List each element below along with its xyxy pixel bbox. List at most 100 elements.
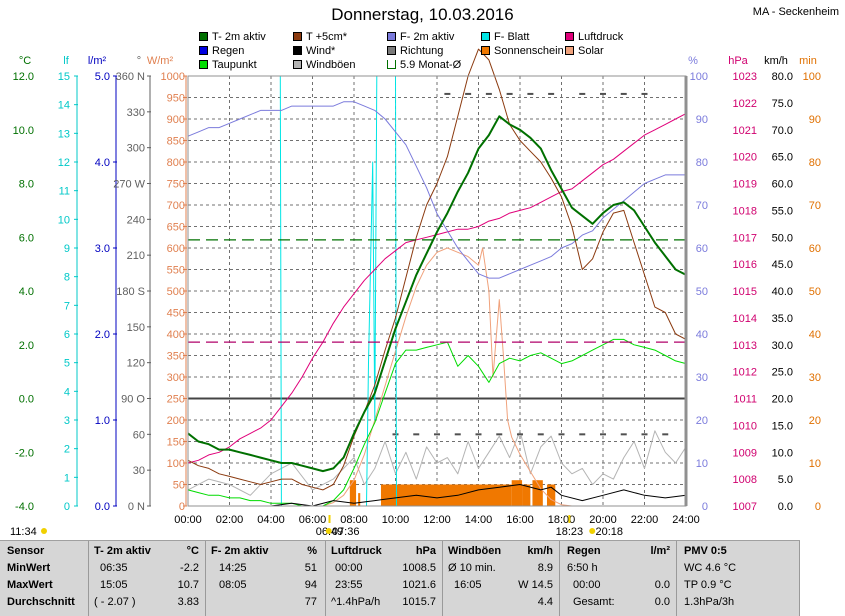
axis-tick-label: 50 (696, 286, 708, 298)
x-tick-label: 12:00 (423, 514, 451, 526)
axis-tick-label: 5.0 (95, 71, 110, 83)
axis-tick-label: 350 (167, 351, 185, 363)
axis-tick-label: 210 (127, 250, 145, 262)
axis-tick-label: 0 (815, 501, 821, 513)
stats-row-label: MaxWert (7, 579, 53, 591)
axis-tick-label: 650 (167, 222, 185, 234)
wind-direction-mark (579, 433, 586, 436)
legend-item: F- 2m aktiv (387, 31, 454, 44)
wind-direction-mark (600, 92, 606, 95)
axis-tick-label: 90 O (121, 394, 145, 406)
wind-direction-mark (392, 433, 399, 436)
axis-tick-label: 5.0 (778, 474, 793, 486)
axis-tick-label: 500 (167, 286, 185, 298)
axis-tick-label: 100 (690, 71, 708, 83)
axis-tick-label: 25.0 (772, 367, 793, 379)
axis-tick-label: 0.0 (778, 501, 793, 513)
sunshine-bar (358, 493, 361, 506)
axis-tick-label: 0 (179, 501, 185, 513)
stats-rain-col: Regen l/m² 6:50 h 00:00 0.0 Gesamt: 0.0 (559, 541, 677, 616)
axis-tick-label: 1010 (733, 420, 757, 432)
stats-cell: WC 4.6 °C (684, 562, 737, 574)
axis-tick-label: 1021 (733, 125, 757, 137)
axis-tick-label: 450 (167, 308, 185, 320)
stats-cell: 08:05 (219, 579, 247, 591)
axis-tick-label: 80 (809, 157, 821, 169)
axis-tick-label: 700 (167, 200, 185, 212)
axis-tick-label: 70.0 (772, 125, 793, 137)
legend-swatch (565, 46, 574, 55)
axis-tick-label: 6 (64, 329, 70, 341)
x-tick-label: 24:00 (672, 514, 700, 526)
axis-tick-label: 15 (58, 71, 70, 83)
wind-direction-mark (641, 433, 648, 436)
axis-tick-label: 120 (127, 358, 145, 370)
wind-direction-mark (641, 92, 648, 95)
axis-tick-label: 400 (167, 329, 185, 341)
wind-direction-mark (537, 433, 544, 436)
axis-tick-label: 12 (58, 157, 70, 169)
stats-cell: 15:05 (100, 579, 128, 591)
legend-label: 5.9 Monat-Ø (400, 59, 462, 71)
stats-unit-pressure: hPa (415, 545, 436, 557)
stats-cell: 0.0 (654, 579, 670, 591)
axis-tick-label: 750 (167, 179, 185, 191)
axis-tick-label: 30 (809, 372, 821, 384)
axis-tick-label: 75.0 (772, 98, 793, 110)
axis-tick-label: 40 (696, 329, 708, 341)
stats-cell: 94 (304, 579, 317, 591)
axis-tick-label: 20 (696, 415, 708, 427)
legend-label: Richtung (400, 45, 444, 57)
axis-tick-label: 13 (58, 128, 70, 140)
legend-label: Sonnenschein (494, 45, 564, 57)
axis-tick-label: 0 N (128, 501, 145, 513)
axis-tick-label: 1012 (733, 367, 757, 379)
stats-gust-col: Windböen km/h Ø 10 min. 8.9 16:05 W 14.5 4.… (442, 541, 560, 616)
axis-tick-label: 250 (167, 394, 185, 406)
chart-legend: T- 2m aktiv T +5cm* F- 2m aktiv F- Blatt Luf… (199, 31, 649, 75)
axis-tick-label: 60 (809, 243, 821, 255)
legend-swatch (387, 60, 396, 69)
axis-tick-label: 950 (167, 93, 185, 105)
axis-tick-label: 50 (809, 286, 821, 298)
x-tick-label: 16:00 (506, 514, 534, 526)
series-line (188, 247, 686, 507)
sunshine-bar (546, 484, 556, 506)
stats-cell: 14:25 (219, 562, 247, 574)
axis-unit-label: hPa (728, 55, 748, 67)
axis-tick-label: 800 (167, 157, 185, 169)
axis-tick-label: 330 (127, 107, 145, 119)
stats-pmv-col: PMV 0:5 WC 4.6 °C TP 0.9 °C 1.3hPa/3h (676, 541, 800, 616)
axis-tick-label: 50 (173, 480, 185, 492)
axis-tick-label: 0 (64, 501, 70, 513)
axis-tick-label: 100 (803, 71, 821, 83)
wind-direction-mark (620, 92, 627, 95)
axis-tick-label: 600 (167, 243, 185, 255)
page-title: Donnerstag, 10.03.2016 (331, 5, 514, 24)
legend-item: T +5cm* (293, 31, 347, 44)
legend-swatch (481, 46, 490, 55)
axis-tick-label: 1018 (733, 205, 757, 217)
sunshine-bar (522, 484, 531, 506)
sun-moon-time-label: 07:36 (332, 526, 360, 538)
legend-label: Taupunkt (212, 59, 257, 71)
stats-cell: 10.7 (177, 579, 199, 591)
wind-direction-mark (506, 92, 513, 95)
axis-tick-label: 360 N (116, 71, 145, 83)
axis-unit-label: W/m² (147, 55, 174, 67)
x-tick-label: 14:00 (465, 514, 493, 526)
stats-temp-col: T- 2m aktiv °C 06:35 -2.2 15:05 10.7 ( - 2.… (88, 541, 206, 616)
legend-swatch (387, 32, 396, 41)
stats-cell: 3.83 (177, 596, 199, 608)
stats-cell: 8.9 (537, 562, 553, 574)
axis-tick-label: 10.0 (772, 447, 793, 459)
axis-tick-label: 0.0 (19, 394, 34, 406)
axis-tick-label: 0.0 (95, 501, 110, 513)
legend-item: Windböen (293, 59, 356, 72)
axis-tick-label: 50.0 (772, 232, 793, 244)
sun-marker (328, 515, 331, 523)
axis-tick-label: 2 (64, 444, 70, 456)
legend-item: Wind* (293, 45, 335, 58)
stats-cell: TP 0.9 °C (684, 579, 732, 591)
